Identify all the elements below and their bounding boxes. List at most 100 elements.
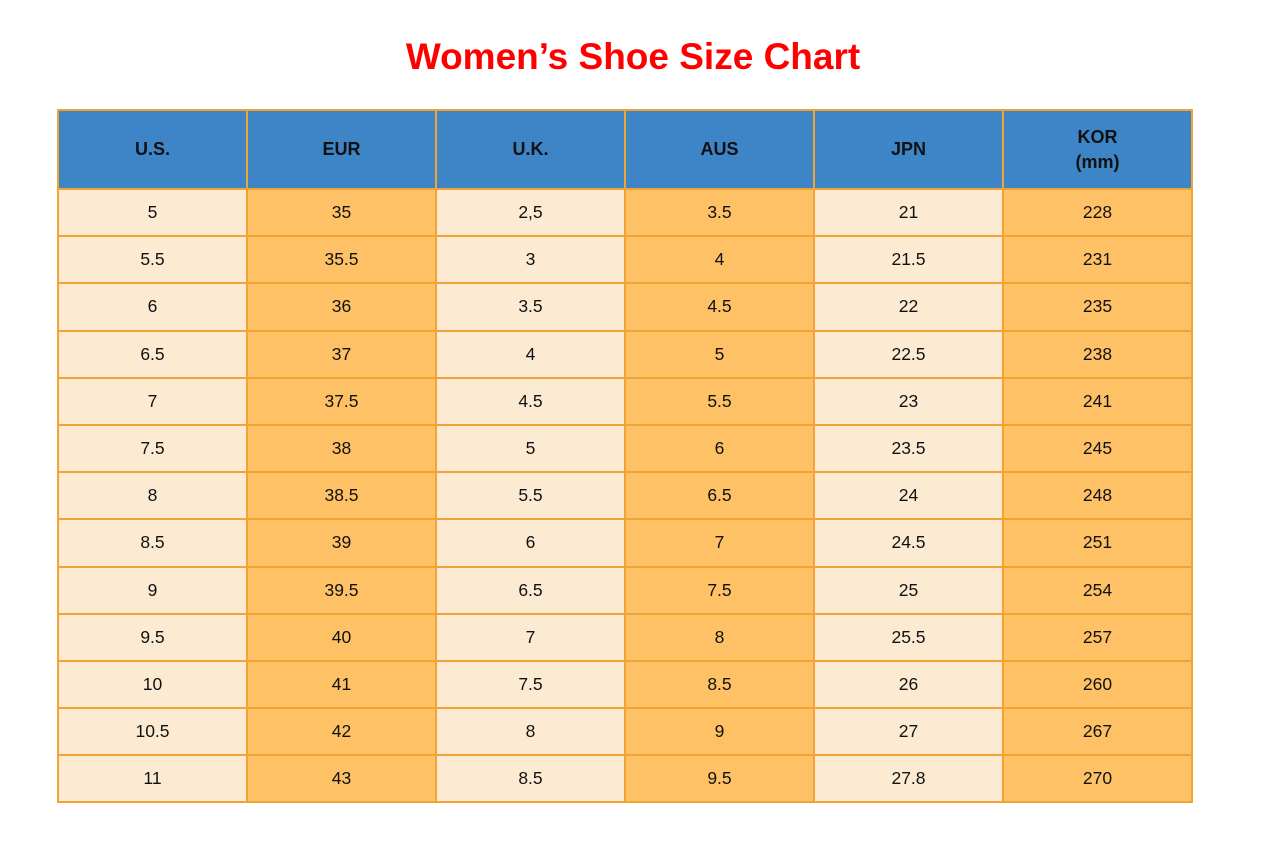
table-cell: 4 bbox=[624, 235, 815, 285]
column-header-eur: EUR bbox=[246, 109, 437, 190]
table-cell: 251 bbox=[1002, 518, 1193, 568]
column-header-label: U.K. bbox=[512, 139, 549, 160]
column-header-label: JPN bbox=[890, 139, 926, 160]
table-cell: 8 bbox=[57, 471, 248, 521]
table-cell: 37 bbox=[246, 329, 437, 379]
table-cell: 4 bbox=[435, 329, 626, 379]
table-cell: 7 bbox=[624, 518, 815, 568]
table-cell: 9.5 bbox=[57, 612, 248, 662]
header-row: U.S. EUR U.K. AUS JPN KOR (mm) bbox=[57, 109, 1193, 190]
table-cell: 254 bbox=[1002, 565, 1193, 615]
table-cell: 24 bbox=[813, 471, 1004, 521]
table-cell: 5.5 bbox=[57, 235, 248, 285]
table-cell: 22 bbox=[813, 282, 1004, 332]
table-cell: 5 bbox=[57, 187, 248, 238]
table-cell: 9.5 bbox=[624, 754, 815, 804]
table-cell: 6.5 bbox=[435, 565, 626, 615]
table-cell: 9 bbox=[624, 707, 815, 757]
table-cell: 36 bbox=[246, 282, 437, 332]
column-header-sublabel: (mm) bbox=[1075, 151, 1120, 172]
table-row: 7 37.5 4.5 5.5 23 241 bbox=[57, 376, 1193, 426]
table-cell: 7.5 bbox=[57, 423, 248, 474]
table-cell: 241 bbox=[1002, 376, 1193, 426]
table-cell: 21.5 bbox=[813, 235, 1004, 285]
table-cell: 8 bbox=[624, 612, 815, 662]
shoe-size-table: U.S. EUR U.K. AUS JPN KOR (mm) bbox=[57, 109, 1193, 804]
column-header-kor: KOR (mm) bbox=[1002, 109, 1193, 190]
table-cell: 35 bbox=[246, 187, 437, 238]
table-body: 5 35 2,5 3.5 21 228 5.5 35.5 3 4 21.5 231 6 36 3.5 4.5 2… bbox=[57, 187, 1193, 804]
table-row: 6 36 3.5 4.5 22 235 bbox=[57, 282, 1193, 332]
table-row: 10.5 42 8 9 27 267 bbox=[57, 707, 1193, 757]
table-cell: 25.5 bbox=[813, 612, 1004, 662]
table-cell: 4.5 bbox=[435, 376, 626, 426]
table-cell: 26 bbox=[813, 659, 1004, 710]
table-cell: 6 bbox=[624, 423, 815, 474]
table-cell: 5 bbox=[624, 329, 815, 379]
table-cell: 43 bbox=[246, 754, 437, 804]
table-cell: 23 bbox=[813, 376, 1004, 426]
table-cell: 3.5 bbox=[435, 282, 626, 332]
table-cell: 21 bbox=[813, 187, 1004, 238]
column-header-label: U.S. bbox=[134, 139, 170, 160]
table-cell: 5.5 bbox=[435, 471, 626, 521]
table-cell: 2,5 bbox=[435, 187, 626, 238]
table-cell: 260 bbox=[1002, 659, 1193, 710]
table-cell: 7 bbox=[435, 612, 626, 662]
table-row: 5 35 2,5 3.5 21 228 bbox=[57, 187, 1193, 238]
table-cell: 27.8 bbox=[813, 754, 1004, 804]
table-cell: 8.5 bbox=[624, 659, 815, 710]
table-cell: 23.5 bbox=[813, 423, 1004, 474]
table-cell: 10.5 bbox=[57, 707, 248, 757]
table-header: U.S. EUR U.K. AUS JPN KOR (mm) bbox=[57, 109, 1193, 190]
table-row: 9.5 40 7 8 25.5 257 bbox=[57, 612, 1193, 662]
table-cell: 6 bbox=[435, 518, 626, 568]
table-cell: 6.5 bbox=[624, 471, 815, 521]
table-cell: 270 bbox=[1002, 754, 1193, 804]
table-cell: 7.5 bbox=[435, 659, 626, 710]
column-header-label: AUS bbox=[700, 139, 739, 160]
table-cell: 7 bbox=[57, 376, 248, 426]
table-row: 8 38.5 5.5 6.5 24 248 bbox=[57, 471, 1193, 521]
table-cell: 267 bbox=[1002, 707, 1193, 757]
column-header-us: U.S. bbox=[57, 109, 248, 190]
table-cell: 37.5 bbox=[246, 376, 437, 426]
table-cell: 27 bbox=[813, 707, 1004, 757]
table-cell: 3 bbox=[435, 235, 626, 285]
table-cell: 238 bbox=[1002, 329, 1193, 379]
table-row: 6.5 37 4 5 22.5 238 bbox=[57, 329, 1193, 379]
table-cell: 5.5 bbox=[624, 376, 815, 426]
table-cell: 231 bbox=[1002, 235, 1193, 285]
table-cell: 245 bbox=[1002, 423, 1193, 474]
table-row: 9 39.5 6.5 7.5 25 254 bbox=[57, 565, 1193, 615]
table-row: 8.5 39 6 7 24.5 251 bbox=[57, 518, 1193, 568]
table-row: 7.5 38 5 6 23.5 245 bbox=[57, 423, 1193, 474]
table-cell: 5 bbox=[435, 423, 626, 474]
table-cell: 11 bbox=[57, 754, 248, 804]
table-cell: 42 bbox=[246, 707, 437, 757]
table-cell: 257 bbox=[1002, 612, 1193, 662]
table-cell: 6 bbox=[57, 282, 248, 332]
table-cell: 228 bbox=[1002, 187, 1193, 238]
table-cell: 4.5 bbox=[624, 282, 815, 332]
table-cell: 25 bbox=[813, 565, 1004, 615]
table-cell: 235 bbox=[1002, 282, 1193, 332]
table-cell: 40 bbox=[246, 612, 437, 662]
table-cell: 7.5 bbox=[624, 565, 815, 615]
table-cell: 38.5 bbox=[246, 471, 437, 521]
column-header-uk: U.K. bbox=[435, 109, 626, 190]
column-header-jpn: JPN bbox=[813, 109, 1004, 190]
table-cell: 3.5 bbox=[624, 187, 815, 238]
table-row: 5.5 35.5 3 4 21.5 231 bbox=[57, 235, 1193, 285]
table-cell: 8 bbox=[435, 707, 626, 757]
table-cell: 35.5 bbox=[246, 235, 437, 285]
table-cell: 39.5 bbox=[246, 565, 437, 615]
table-cell: 8.5 bbox=[57, 518, 248, 568]
page-title: Women’s Shoe Size Chart bbox=[405, 36, 861, 77]
table-row: 11 43 8.5 9.5 27.8 270 bbox=[57, 754, 1193, 804]
table-cell: 8.5 bbox=[435, 754, 626, 804]
table-cell: 38 bbox=[246, 423, 437, 474]
table-cell: 39 bbox=[246, 518, 437, 568]
table-cell: 24.5 bbox=[813, 518, 1004, 568]
